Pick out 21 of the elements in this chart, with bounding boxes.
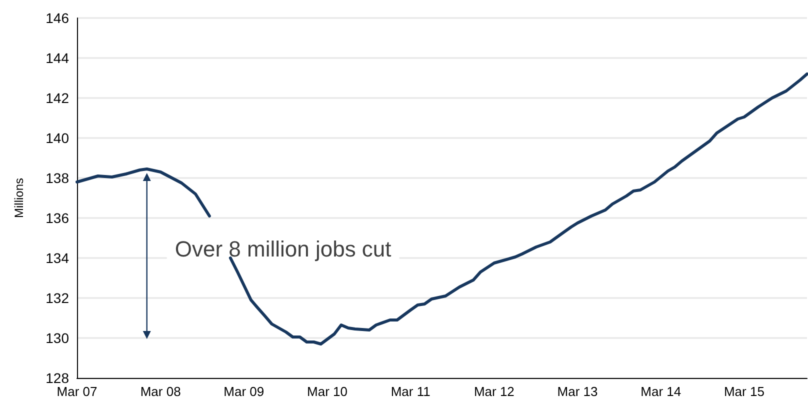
y-tick-label: 130 bbox=[46, 330, 70, 346]
y-tick-label: 134 bbox=[46, 250, 70, 266]
y-tick-label: 128 bbox=[46, 370, 70, 386]
y-tick-label: 144 bbox=[46, 50, 70, 66]
x-tick-label: Mar 09 bbox=[224, 384, 264, 399]
annotation: Over 8 million jobs cut bbox=[174, 236, 392, 262]
x-tick-label: Mar 14 bbox=[640, 384, 682, 399]
y-tick-label: 138 bbox=[46, 170, 70, 186]
x-tick-label: Mar 07 bbox=[56, 384, 98, 399]
y-tick-label: 146 bbox=[46, 10, 70, 26]
x-tick-label: Mar 10 bbox=[307, 384, 348, 399]
y-tick-label: 140 bbox=[46, 130, 70, 146]
x-tick-label: Mar 15 bbox=[724, 384, 764, 399]
x-tick-label: Mar 08 bbox=[140, 384, 181, 399]
y-axis-title: Millions bbox=[12, 178, 26, 218]
y-tick-label: 132 bbox=[46, 290, 70, 306]
y-tick-label: 136 bbox=[46, 210, 70, 226]
x-tick-label: Mar 13 bbox=[557, 384, 598, 399]
y-tick-label: 142 bbox=[46, 90, 70, 106]
x-tick-label: Mar 11 bbox=[390, 384, 430, 399]
x-tick-label: Mar 12 bbox=[474, 384, 514, 399]
